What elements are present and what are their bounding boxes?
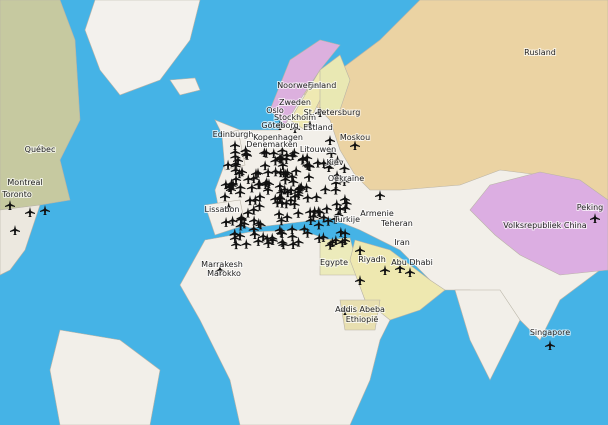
south-america (49, 329, 161, 425)
place-label: Denemarken (246, 140, 297, 149)
place-label: Teheran (380, 219, 413, 228)
place-label: Stockholm (274, 113, 316, 122)
china (469, 171, 608, 276)
place-label: Kopenhagen (253, 133, 303, 142)
place-label: Abu Dhabi (391, 258, 433, 267)
place-label: Oekraïne (328, 174, 364, 183)
place-label: Québec (25, 144, 56, 154)
place-label: Ethiopië (346, 315, 379, 324)
place-label: Finland (308, 81, 337, 90)
usa (0, 204, 41, 276)
greenland (84, 0, 201, 96)
place-label: Montreal (7, 178, 42, 187)
place-label: Edinburgh (213, 130, 254, 139)
place-label: Marrakesh (201, 260, 243, 269)
ethiopia (339, 299, 381, 331)
norway (269, 39, 341, 126)
place-label: Rusland (524, 48, 556, 57)
finland (319, 54, 351, 111)
place-label: Kiev (326, 158, 343, 167)
place-label: Volksrepubliek China (503, 221, 587, 230)
place-label: Iran (394, 238, 410, 247)
place-label: Estland (303, 123, 333, 132)
place-label: Oslo (266, 106, 284, 115)
place-label: Singapore (530, 328, 570, 337)
place-label: Noorwegen (277, 81, 323, 90)
india (454, 289, 521, 381)
place-label: Göteborg (261, 121, 298, 130)
place-label: Riyadh (358, 255, 386, 264)
place-label: Marokko (207, 269, 241, 278)
russia (299, 0, 608, 201)
iceland (169, 77, 201, 96)
place-label: Litouwen (300, 145, 336, 154)
place-label: Moskou (340, 133, 370, 142)
place-label: Armenie (360, 209, 394, 218)
place-label: Lissabon (205, 205, 240, 214)
place-label: Egypte (320, 258, 348, 267)
place-label: Peking (577, 203, 603, 212)
place-label: St. Petersburg (304, 108, 361, 117)
place-label: Turkije (333, 215, 360, 224)
place-label: Addis Abeba (335, 305, 385, 314)
place-label: Toronto (1, 190, 32, 199)
place-label: Zweden (279, 98, 311, 107)
